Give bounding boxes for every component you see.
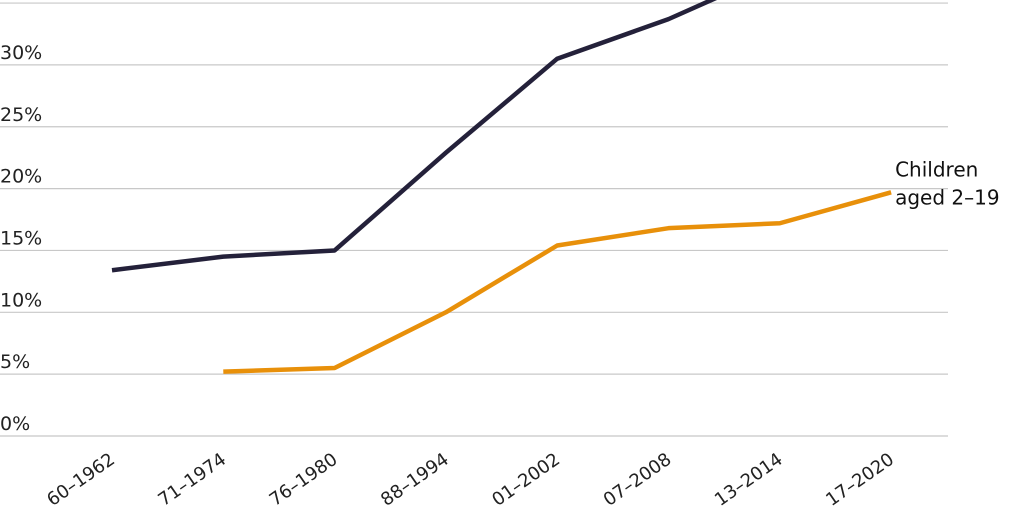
series-label: Children aged 2–19 (895, 157, 999, 209)
series-labels: Children aged 2–19 (895, 157, 999, 209)
x-tick-label: 13–2014 (711, 449, 787, 511)
y-tick-label: 30% (0, 42, 42, 64)
x-tick-label: 76–1980 (266, 449, 342, 511)
y-axis-ticks: 0% 5% 10% 15% 20% 25% 30% (0, 42, 42, 435)
x-tick-label: 71–1974 (154, 449, 230, 511)
x-axis-ticks: 60–1962 71–1974 76–1980 88–1994 01–2002 07–20… (43, 449, 898, 511)
x-tick-label: 01–2002 (488, 449, 564, 511)
y-tick-label: 10% (0, 289, 42, 311)
x-tick-label: 88–1994 (377, 449, 453, 511)
y-tick-label: 20% (0, 166, 42, 188)
series-label-line: Children (895, 157, 978, 181)
series-label-line: aged 2–19 (895, 185, 999, 209)
x-tick-label: 17–2020 (822, 449, 898, 511)
y-tick-label: 5% (0, 351, 30, 373)
y-tick-label: 25% (0, 104, 42, 126)
x-tick-label: 60–1962 (43, 449, 119, 511)
series-lines (111, 0, 892, 374)
y-tick-label: 0% (0, 413, 30, 435)
series-line-1 (223, 190, 892, 374)
y-tick-label: 15% (0, 227, 42, 249)
gridlines (0, 2, 948, 437)
x-tick-label: 07–2008 (600, 449, 676, 511)
